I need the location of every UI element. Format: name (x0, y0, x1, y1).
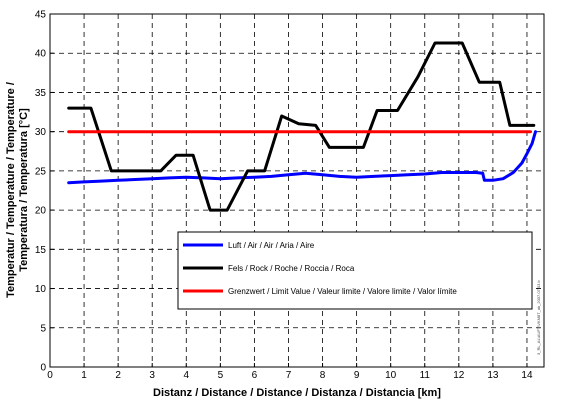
x-tick-label: 14 (521, 370, 533, 381)
y-tick-label: 30 (35, 127, 47, 138)
x-axis-label: Distanz / Distance / Distance / Distanza… (153, 387, 441, 399)
x-tick-label: 11 (420, 370, 431, 381)
y-tick-label: 20 (35, 206, 47, 217)
x-tick-label: 5 (218, 370, 224, 381)
y-tick-label: 5 (40, 323, 46, 334)
rock-temperature-line (67, 41, 536, 212)
y-tick-label: 45 (35, 10, 47, 21)
x-tick-label: 1 (81, 370, 87, 381)
x-tick-label: 10 (385, 370, 397, 381)
series-group (67, 41, 537, 212)
x-tick-label: 7 (286, 370, 292, 381)
plot-background (50, 14, 544, 367)
x-tick-label: 9 (354, 370, 360, 381)
x-tick-label: 12 (453, 370, 465, 381)
x-tick-label: 2 (115, 370, 121, 381)
x-tick-label: 8 (320, 370, 326, 381)
x-tick-label: 6 (252, 370, 258, 381)
y-tick-label: 40 (35, 49, 47, 60)
legend-label-rock: Fels / Rock / Roche / Roccia / Roca (228, 264, 355, 273)
air-temperature-line (67, 130, 537, 185)
y-tick-label: 10 (35, 284, 47, 295)
y-tick-label: 15 (35, 245, 47, 256)
x-tick-label: 13 (487, 370, 499, 381)
y-axis-label-line-1: Temperatur / Temperature / Temperature / (5, 82, 17, 298)
x-tick-label: 3 (149, 370, 155, 381)
x-tick-label: 0 (47, 370, 53, 381)
legend: Luft / Air / Air / Aria / Aire Fels / Ro… (177, 231, 533, 310)
y-tick-label: 25 (35, 166, 47, 177)
legend-label-limit: Grenzwert / Limit Value / Valeur limite … (228, 287, 457, 296)
y-axis-label-line-2: Temperatura / Temperatura [°C] (18, 108, 30, 272)
side-id-text: 3_RL_AL\AUFT\VKM8T_ak_2007.07.03.b (536, 280, 541, 355)
y-tick-label: 0 (40, 363, 46, 374)
y-tick-label: 35 (35, 88, 47, 99)
plot-frame (49, 13, 545, 368)
legend-box (177, 231, 533, 310)
legend-label-air: Luft / Air / Air / Aria / Aire (228, 241, 315, 250)
x-tick-label: 4 (183, 370, 189, 381)
